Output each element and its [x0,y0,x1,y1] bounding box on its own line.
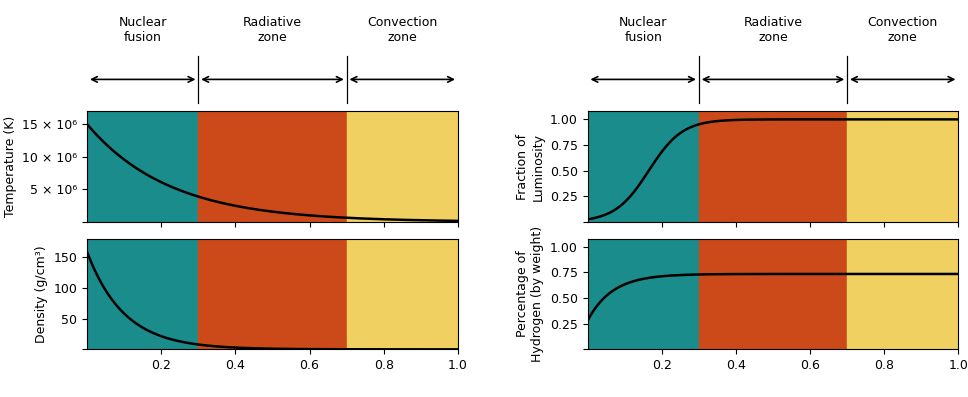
Bar [347,239,458,349]
Text: Nuclear
fusion: Nuclear fusion [118,15,166,44]
Bar [588,239,699,349]
Bar [699,111,847,222]
Bar [347,111,458,222]
Bar [198,111,347,222]
Bar [699,239,847,349]
Y-axis label: Density (g/cm³): Density (g/cm³) [35,245,48,343]
Bar [87,111,198,222]
Text: Convection
zone: Convection zone [367,15,438,44]
Bar [847,239,958,349]
Bar [198,239,347,349]
Text: Radiative
zone: Radiative zone [743,15,802,44]
Bar [847,111,958,222]
Y-axis label: Fraction of
Luminosity: Fraction of Luminosity [516,133,544,200]
Y-axis label: Percentage of
Hydrogen (by weight): Percentage of Hydrogen (by weight) [516,226,544,362]
Text: Radiative
zone: Radiative zone [243,15,302,44]
Y-axis label: Temperature (K): Temperature (K) [4,116,16,217]
Bar [87,239,198,349]
Text: Convection
zone: Convection zone [867,15,938,44]
Text: Nuclear
fusion: Nuclear fusion [619,15,667,44]
Bar [588,111,699,222]
